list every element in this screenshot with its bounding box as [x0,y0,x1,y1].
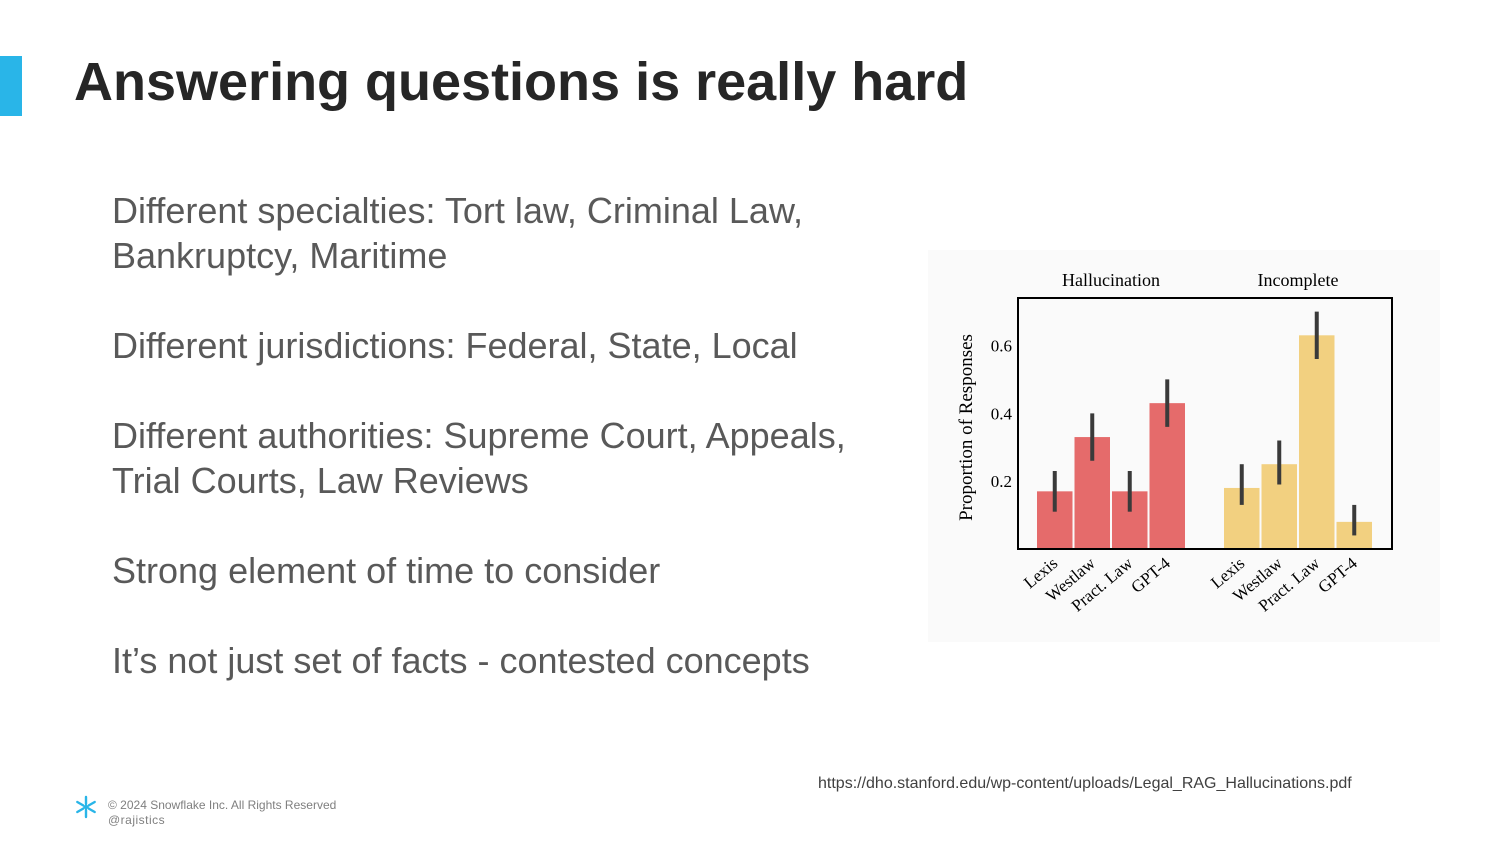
y-tick-label: 0.4 [991,404,1013,423]
bar-chart-panel: Hallucination Lexis Westlaw Pract. Law GPT-4… [928,250,1440,642]
title-accent-bar [0,56,22,116]
bullet-list: Different specialties: Tort law, Crimina… [112,188,912,728]
group-title: Hallucination [1062,270,1160,290]
y-axis-label: Proportion of Responses [956,334,977,521]
slide-title: Answering questions is really hard [74,52,969,112]
bullet-contested: It’s not just set of facts - contested c… [112,640,810,681]
source-link[interactable]: https://dho.stanford.edu/wp-content/uplo… [818,775,1352,792]
group-title: Incomplete [1258,270,1339,290]
snowflake-icon [76,795,96,819]
copyright-text: © 2024 Snowflake Inc. All Rights Reserve… [108,798,337,812]
plot-frame [1017,297,1393,550]
bullet-authorities: Different authorities: Supreme Court, Ap… [112,415,846,501]
y-tick-label: 0.6 [991,336,1012,355]
bullet-time: Strong element of time to consider [112,550,661,591]
bullet-jurisdictions: Different jurisdictions: Federal, State,… [112,325,798,366]
y-tick-label: 0.2 [991,472,1012,491]
bar-hallucination-3 [1149,403,1185,549]
author-handle[interactable]: @rajistics [108,813,166,827]
x-tick-label: GPT-4 [1127,553,1174,597]
bar-incomplete-2 [1299,335,1335,549]
bullet-specialties: Different specialties: Tort law, Crimina… [112,190,803,276]
x-tick-label: GPT-4 [1314,553,1361,597]
